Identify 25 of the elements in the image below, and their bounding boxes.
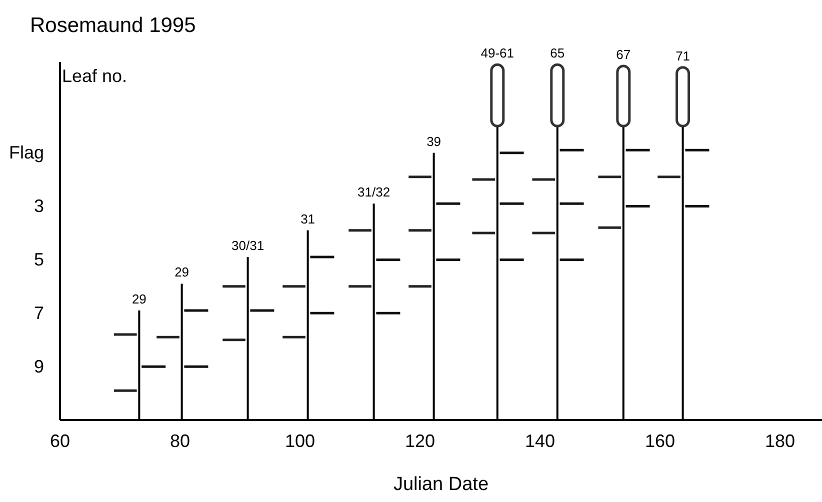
y-tick-label: 7 [34,302,44,323]
annotation: 29 [174,264,190,280]
x-tick-label: 140 [524,430,556,451]
annotation: 39 [426,134,442,149]
annotation: 30/31 [232,238,264,254]
annotation: 49-61 [480,46,514,61]
y-tick-label: 3 [34,196,44,216]
x-tick-label: 160 [644,430,676,451]
annotation: 71 [676,48,690,64]
x-axis-title: Julian Date [393,474,489,495]
x-tick-label: 120 [404,430,436,451]
y-axis-title: Leaf no. [62,66,128,86]
chart-title: Rosemaund 1995 [30,14,196,37]
x-tick-label: 100 [284,430,316,451]
y-tick-label: 5 [34,249,44,270]
x-tick-label: 80 [170,430,190,451]
annotation: 31 [300,211,316,226]
y-tick-label: Flag [8,142,44,163]
x-tick-label: 60 [50,430,70,451]
annotation: 29 [132,291,146,306]
annotation: 67 [616,47,631,62]
annotation: 65 [550,46,565,61]
y-tick-label: 9 [34,356,44,376]
annotation: 31/32 [358,184,390,200]
x-tick-label: 180 [764,430,796,451]
